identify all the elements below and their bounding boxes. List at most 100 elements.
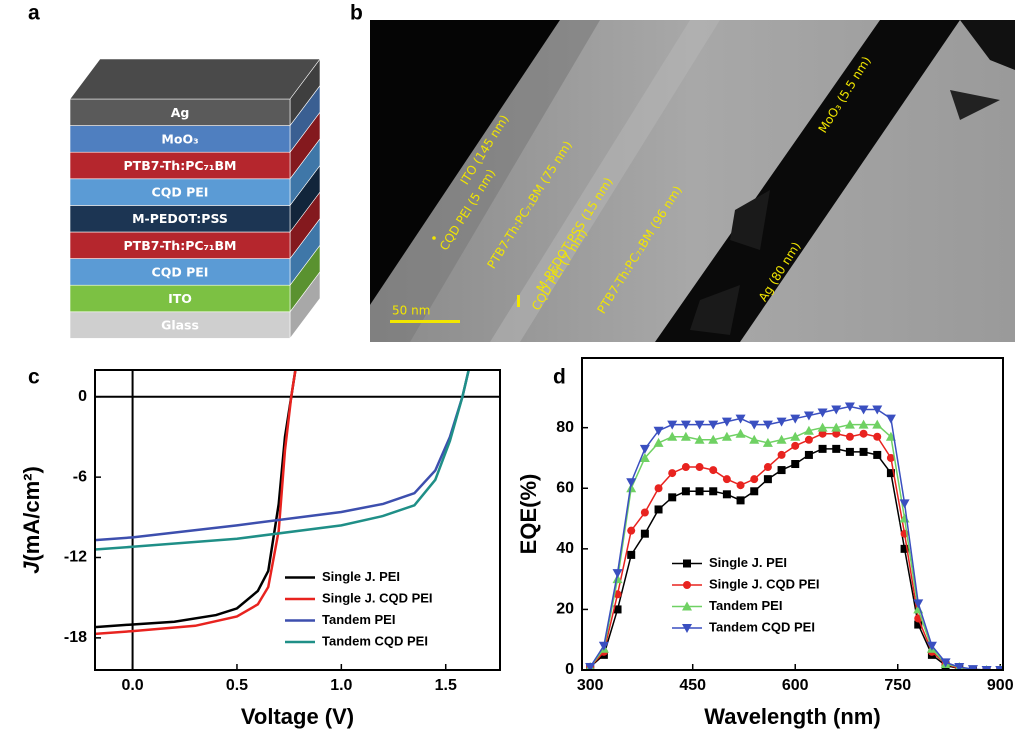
marker xyxy=(860,448,868,456)
marker xyxy=(778,466,786,474)
marker xyxy=(764,475,772,483)
marker xyxy=(750,487,758,495)
marker xyxy=(683,560,691,568)
marker xyxy=(654,438,664,447)
y-axis-label: J(mA/cm²) xyxy=(19,466,44,574)
legend-label: Tandem CQD PEI xyxy=(322,633,428,648)
legend-label: Tandem CQD PEI xyxy=(709,619,815,634)
x-tick-label: 1.5 xyxy=(435,677,457,694)
marker xyxy=(737,481,745,489)
legend-label: Single J. CQD PEI xyxy=(322,590,433,605)
legend-label: Single J. CQD PEI xyxy=(709,576,820,591)
marker xyxy=(668,493,676,501)
marker xyxy=(791,442,799,450)
y-tick-label: 20 xyxy=(556,601,574,618)
marker xyxy=(873,433,881,441)
layer-label: PTB7-Th:PC₇₁BM xyxy=(124,158,237,173)
series-line xyxy=(590,449,1000,670)
y-axis-label: EQE(%) xyxy=(516,474,541,555)
layer-label: CQD PEI xyxy=(152,185,209,200)
marker xyxy=(737,496,745,504)
x-tick-label: 600 xyxy=(782,677,809,694)
y-tick-label: -12 xyxy=(64,549,87,566)
marker xyxy=(860,430,868,438)
series-line xyxy=(95,370,295,634)
series-line xyxy=(95,370,469,540)
panel-label: b xyxy=(350,2,363,25)
device-stack: GlassITOCQD PEIPTB7-Th:PC₇₁BMM-PEDOT:PSS… xyxy=(70,59,320,338)
x-tick-label: 300 xyxy=(577,677,604,694)
scale-bar xyxy=(390,320,460,323)
marker xyxy=(696,463,704,471)
x-tick-label: 750 xyxy=(884,677,911,694)
marker xyxy=(627,551,635,559)
plot-frame xyxy=(95,370,500,670)
tem-marker xyxy=(517,295,520,307)
marker xyxy=(832,445,840,453)
scale-bar-label: 50 nm xyxy=(392,304,430,318)
x-tick-label: 450 xyxy=(679,677,706,694)
marker xyxy=(736,429,746,438)
marker xyxy=(750,475,758,483)
marker xyxy=(873,451,881,459)
marker xyxy=(696,487,704,495)
marker xyxy=(627,527,635,535)
layer-label: Glass xyxy=(161,318,199,333)
marker xyxy=(599,642,609,651)
x-tick-label: 0.5 xyxy=(226,677,248,694)
x-tick-label: 1.0 xyxy=(330,677,352,694)
marker xyxy=(641,508,649,516)
x-axis-label: Voltage (V) xyxy=(241,704,354,729)
legend-label: Single J. PEI xyxy=(709,555,787,570)
marker xyxy=(655,505,663,513)
figure: a b c d GlassITOCQD PEIPTB7-Th:PC₇₁BMM-P… xyxy=(0,0,1024,742)
y-tick-label: 80 xyxy=(556,419,574,436)
tem-image: ITO (145 nm) CQD PEI (5 nm) PTB7-Th:PC₇₁… xyxy=(370,20,1015,342)
layer-top xyxy=(70,59,320,99)
marker xyxy=(846,448,854,456)
y-tick-label: 40 xyxy=(556,540,574,557)
panel-label: a xyxy=(28,2,40,25)
legend-label: Tandem PEI xyxy=(709,598,782,613)
x-tick-label: 900 xyxy=(987,677,1014,694)
panel-label: d xyxy=(553,366,566,389)
x-axis-label: Wavelength (nm) xyxy=(704,704,880,729)
marker xyxy=(805,451,813,459)
marker xyxy=(778,451,786,459)
marker xyxy=(886,415,896,424)
layer-label: CQD PEI xyxy=(152,264,209,279)
tem-marker xyxy=(432,236,436,240)
y-tick-label: 0 xyxy=(78,388,87,405)
legend-label: Single J. PEI xyxy=(322,569,400,584)
marker xyxy=(668,469,676,477)
marker xyxy=(846,433,854,441)
marker xyxy=(723,490,731,498)
marker xyxy=(682,487,690,495)
marker xyxy=(626,478,636,487)
marker xyxy=(641,530,649,538)
marker xyxy=(819,445,827,453)
marker xyxy=(682,463,690,471)
series-line xyxy=(95,370,295,627)
x-tick-label: 0.0 xyxy=(121,677,143,694)
layer-label: Ag xyxy=(171,105,190,120)
panel-label: c xyxy=(28,366,40,389)
y-tick-label: 0 xyxy=(565,661,574,678)
y-tick-label: -18 xyxy=(64,629,87,646)
layer-label: MoO₃ xyxy=(161,131,198,146)
y-tick-label: 60 xyxy=(556,479,574,496)
marker xyxy=(683,581,691,589)
marker xyxy=(709,466,717,474)
marker xyxy=(723,475,731,483)
marker xyxy=(900,499,910,508)
marker xyxy=(655,484,663,492)
y-axis-symbol: J xyxy=(19,561,44,574)
legend-label: Tandem PEI xyxy=(322,612,395,627)
marker xyxy=(791,460,799,468)
y-axis-unit: (mA/cm²) xyxy=(19,466,44,561)
eqe-chart: 300 450 600 750 900 0 20 40 60 80 Wavelength (nm) E… xyxy=(516,358,1014,729)
marker xyxy=(764,463,772,471)
marker xyxy=(805,436,813,444)
jv-chart: 0.00.51.01.50-6-12-18Voltage (V)J(mA/cm²… xyxy=(19,370,500,729)
marker xyxy=(749,435,759,444)
